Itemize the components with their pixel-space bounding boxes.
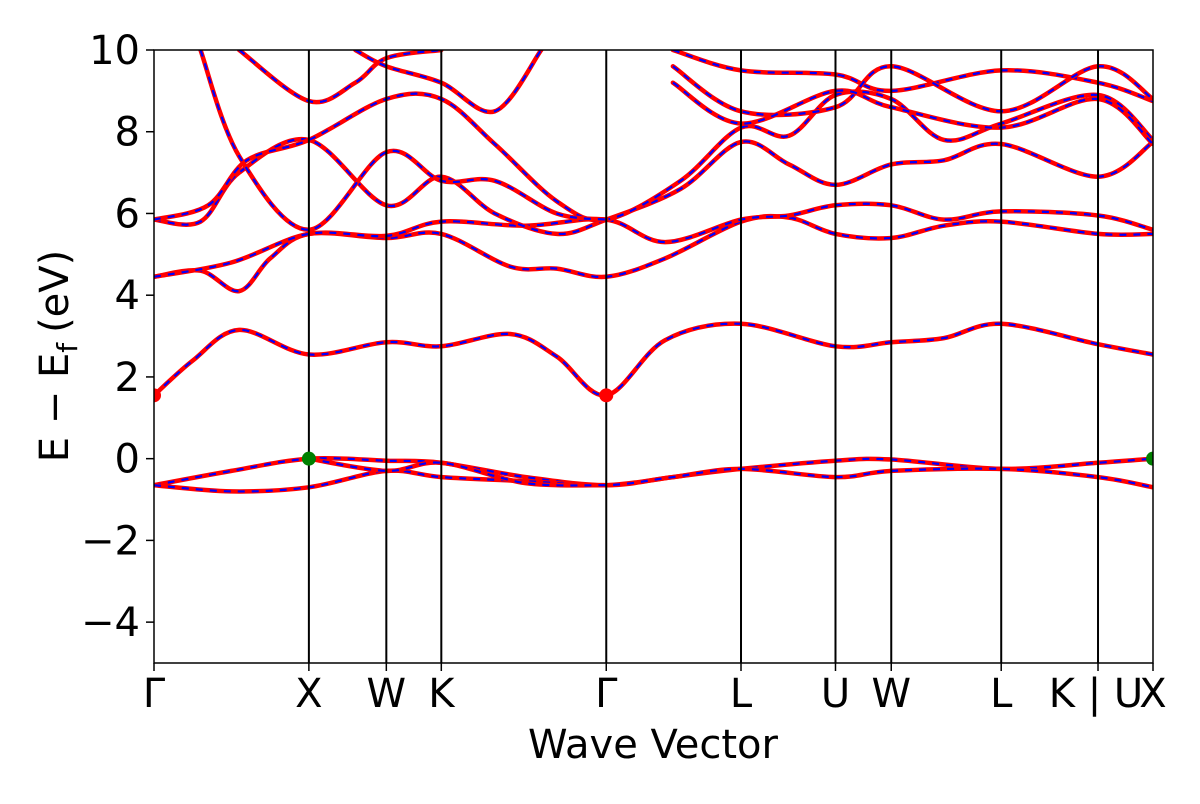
y-tick-label: 2 [115, 355, 140, 401]
vbm-marker [1146, 451, 1153, 466]
y-axis-title-subscript: f [51, 342, 84, 353]
extrema-markers [154, 388, 1153, 466]
y-tick-label: −2 [81, 518, 140, 564]
x-tick-label: Γ [595, 671, 618, 717]
cbm-marker [599, 388, 614, 403]
y-tick-label: 10 [89, 28, 140, 74]
plot-frame [153, 49, 1154, 664]
vbm-marker [301, 451, 316, 466]
band-line-dashed [154, 202, 1153, 278]
kpoint-lines [307, 50, 1100, 663]
band-line-dashed [672, 50, 1153, 103]
x-tick-label: W [367, 671, 407, 717]
y-tick-label: 6 [115, 191, 140, 237]
y-axis-ticks: −4 −2 0 2 4 6 8 10 [81, 28, 154, 646]
band-line-solid [154, 201, 1153, 280]
band-line-solid [670, 50, 1153, 104]
x-tick-label: X [1139, 671, 1166, 717]
y-tick-label: −4 [81, 600, 140, 646]
cbm-marker [154, 388, 161, 403]
y-axis-title: E − Ef (eV) [32, 250, 84, 463]
y-axis-title-main: E − E [32, 353, 78, 463]
x-tick-label: X [295, 671, 322, 717]
band-line-solid [154, 466, 1153, 494]
bands-layer [154, 50, 1153, 494]
x-tick-label: W [871, 671, 911, 717]
x-tick-label: L [990, 671, 1013, 717]
x-tick-label: K | U [1049, 671, 1143, 717]
x-tick-label: L [730, 671, 753, 717]
y-axis-title-unit: (eV) [32, 250, 78, 333]
band-line-solid [154, 321, 1153, 398]
band-line-dashed [154, 467, 1153, 493]
band-line-dashed [154, 90, 1153, 222]
y-tick-label: 4 [115, 273, 140, 319]
x-tick-label: U [821, 671, 850, 717]
band-line-dashed [199, 50, 607, 231]
band-line-solid [236, 50, 444, 105]
band-line-dashed [154, 322, 1153, 397]
x-tick-label: K [428, 671, 456, 717]
x-tick-label: Γ [143, 671, 166, 717]
band-line-dashed [354, 50, 543, 114]
y-tick-label: 0 [115, 437, 140, 483]
x-axis-title: Wave Vector [528, 722, 779, 768]
y-tick-label: 8 [115, 110, 140, 156]
